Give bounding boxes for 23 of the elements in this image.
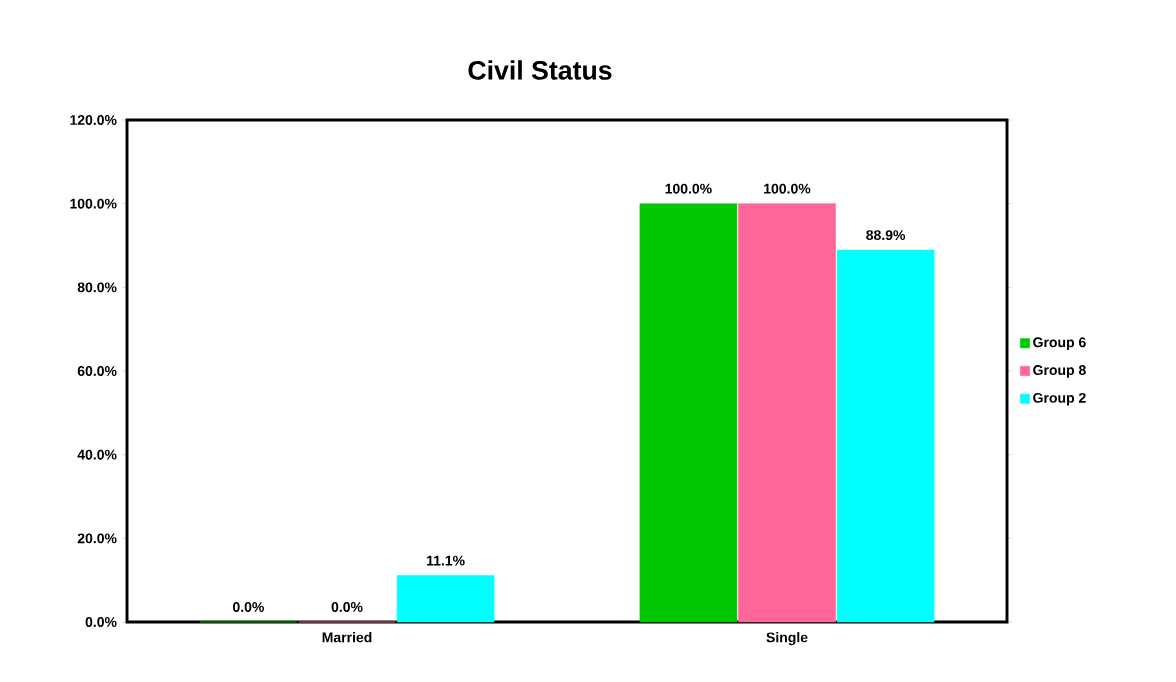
y-tick-label: 0.0% bbox=[85, 617, 117, 627]
x-tick-label: Single bbox=[766, 632, 808, 646]
y-tick-label: 120.0% bbox=[70, 115, 117, 125]
y-tick-label: 100.0% bbox=[70, 198, 117, 209]
data-label: 11.1% bbox=[427, 555, 465, 566]
bar bbox=[639, 203, 738, 623]
data-label: 100.0% bbox=[764, 183, 811, 194]
bar bbox=[738, 203, 836, 623]
legend-label: Group 6 bbox=[1033, 337, 1086, 351]
data-label: 100.0% bbox=[665, 183, 712, 194]
bar bbox=[396, 575, 495, 623]
data-label: 0.0% bbox=[232, 602, 264, 612]
chart-title: Civil Status bbox=[468, 60, 612, 80]
legend-label: Group 2 bbox=[1033, 392, 1086, 406]
y-tick-label: 60.0% bbox=[77, 366, 117, 376]
y-tick-label: 80.0% bbox=[77, 282, 117, 293]
x-tick-label: Married bbox=[322, 632, 372, 643]
legend-label: Group 8 bbox=[1033, 365, 1086, 378]
data-label: 0.0% bbox=[331, 602, 363, 612]
bar bbox=[836, 249, 935, 623]
y-tick-label: 40.0% bbox=[77, 449, 117, 460]
data-label: 88.9% bbox=[866, 230, 906, 241]
y-tick-label: 20.0% bbox=[77, 533, 117, 544]
